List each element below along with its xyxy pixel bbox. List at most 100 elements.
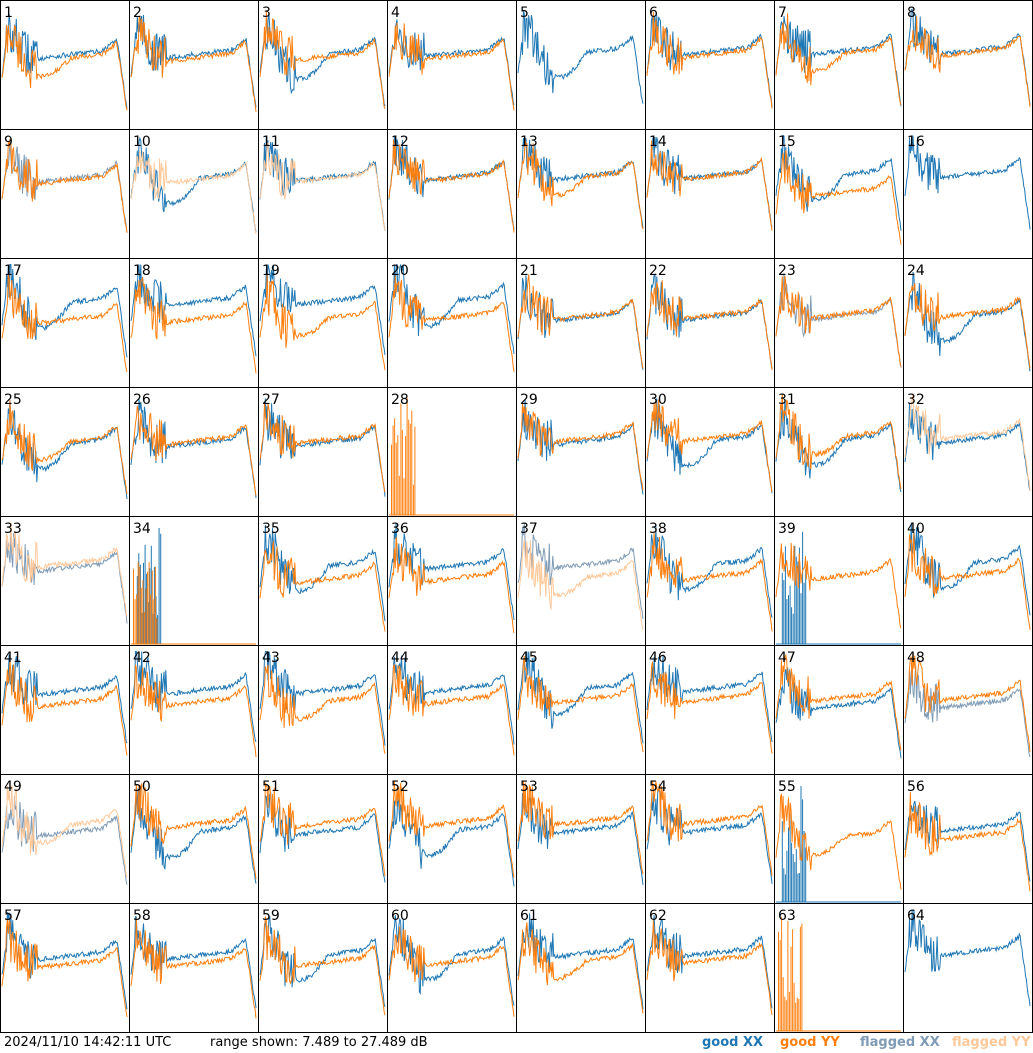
yy-spectrum-line <box>388 275 515 372</box>
panel-label: 41 <box>4 650 22 666</box>
yy-spectrum-line <box>775 150 902 245</box>
yy-spectrum-line <box>904 533 1031 630</box>
yy-spectrum-line <box>259 916 386 1016</box>
yy-spectrum-line <box>517 780 644 875</box>
panel-label: 55 <box>778 779 796 795</box>
panel-label: 21 <box>520 263 538 279</box>
panel-frame <box>129 129 259 259</box>
xx-spectrum-line <box>517 9 644 104</box>
xx-spectrum-line <box>776 531 901 645</box>
panel-label: 47 <box>778 650 796 666</box>
panel-label: 22 <box>649 263 667 279</box>
panel-frame <box>516 645 646 775</box>
range-label: range shown: 7.489 to 27.489 dB <box>210 1035 428 1050</box>
panel-frame <box>0 645 130 775</box>
yy-spectrum-line <box>904 16 1031 107</box>
panel-label: 44 <box>391 650 409 666</box>
xx-spectrum-line <box>1 654 128 744</box>
panel-label: 62 <box>649 908 667 924</box>
panel-frame <box>387 0 517 130</box>
xx-spectrum-line <box>517 138 644 229</box>
yy-spectrum-line <box>1 274 128 373</box>
xx-spectrum-line <box>131 528 256 645</box>
panel-label: 5 <box>520 5 529 21</box>
yy-spectrum-line <box>517 274 644 369</box>
yy-spectrum-line <box>646 532 773 632</box>
panel-frame <box>903 129 1033 259</box>
panel-label: 56 <box>907 779 925 795</box>
xx-spectrum-line <box>775 16 902 107</box>
panel-label: 52 <box>391 779 409 795</box>
yy-spectrum-line <box>130 15 257 113</box>
xx-spectrum-line <box>259 13 386 107</box>
xx-spectrum-line <box>517 793 644 886</box>
panel-label: 24 <box>907 263 925 279</box>
panel-frame <box>774 387 904 517</box>
panel-frame <box>387 903 517 1033</box>
yy-spectrum-line <box>259 11 386 109</box>
xx-spectrum-line <box>646 789 773 884</box>
panel-label: 57 <box>4 908 22 924</box>
yy-spectrum-line <box>1 400 128 495</box>
panel-label: 51 <box>262 779 280 795</box>
xx-spectrum-line <box>388 19 515 106</box>
timestamp: 2024/11/10 14:42:11 UTC <box>4 1035 172 1050</box>
xx-spectrum-line <box>904 522 1031 616</box>
yy-spectrum-line <box>259 402 386 493</box>
panel-label: 30 <box>649 392 667 408</box>
panel-label: 4 <box>391 5 400 21</box>
panel-label: 45 <box>520 650 538 666</box>
xx-spectrum-line <box>775 401 902 493</box>
panel-label: 31 <box>778 392 796 408</box>
yy-spectrum-line <box>388 926 515 1017</box>
yy-spectrum-line <box>776 916 901 1032</box>
xx-spectrum-line <box>388 793 515 887</box>
yy-spectrum-line <box>388 536 515 634</box>
panel-frame <box>774 0 904 130</box>
xx-spectrum-line <box>904 909 1031 1006</box>
xx-spectrum-line <box>130 651 257 743</box>
yy-spectrum-line <box>1 24 128 111</box>
yy-spectrum-line <box>259 541 386 632</box>
yy-spectrum-line <box>130 664 257 758</box>
panel-label: 18 <box>133 263 151 279</box>
yy-spectrum-line <box>1 522 128 617</box>
xx-spectrum-line <box>1 531 128 624</box>
yy-spectrum-line <box>517 539 644 630</box>
panel-label: 32 <box>907 392 925 408</box>
panel-frame <box>903 903 1033 1033</box>
panel-label: 50 <box>133 779 151 795</box>
panel-frame <box>0 129 130 259</box>
yy-spectrum-line <box>775 653 902 751</box>
yy-spectrum-line <box>775 13 902 106</box>
yy-spectrum-line <box>1 661 128 756</box>
panel-label: 23 <box>778 263 796 279</box>
yy-spectrum-line <box>517 656 644 753</box>
panel-label: 60 <box>391 908 409 924</box>
panel-label: 27 <box>262 392 280 408</box>
xx-spectrum-line <box>904 135 1031 230</box>
yy-spectrum-line <box>259 782 386 876</box>
panel-frame <box>0 516 130 646</box>
panel-label: 25 <box>4 392 22 408</box>
panel-label: 64 <box>907 908 925 924</box>
panel-label: 35 <box>262 521 280 537</box>
yy-spectrum-line <box>1 919 128 1017</box>
yy-spectrum-line <box>775 393 902 489</box>
yy-spectrum-line <box>130 151 257 235</box>
yy-spectrum-line <box>259 142 386 231</box>
panel-label: 10 <box>133 134 151 150</box>
panel-label: 29 <box>520 392 538 408</box>
panel-label: 1 <box>4 5 13 21</box>
panel-label: 38 <box>649 521 667 537</box>
yy-spectrum-line <box>389 397 514 516</box>
panel-label: 26 <box>133 392 151 408</box>
yy-spectrum-line <box>646 399 773 493</box>
panel-label: 34 <box>133 521 151 537</box>
yy-spectrum-line <box>388 781 515 878</box>
panel-label: 39 <box>778 521 796 537</box>
panel-label: 6 <box>649 5 658 21</box>
yy-spectrum-line <box>517 139 644 230</box>
panel-frame <box>258 774 388 904</box>
